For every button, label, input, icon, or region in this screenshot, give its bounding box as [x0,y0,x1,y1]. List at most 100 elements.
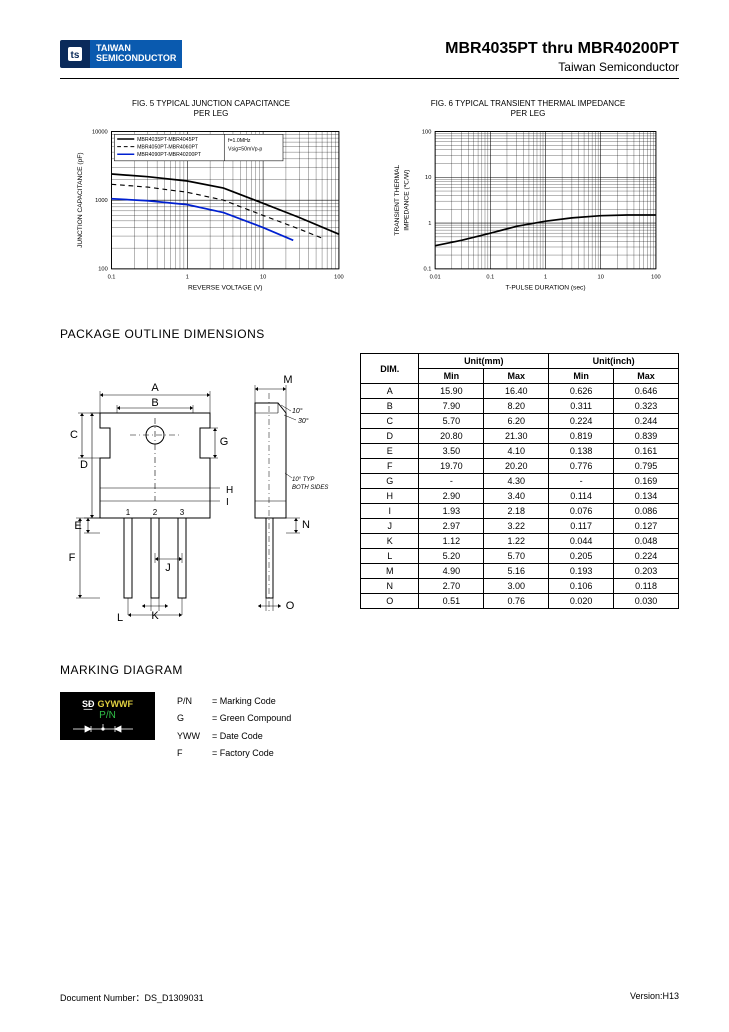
marking-block: S͟Ð GYWWF P/N [60,692,155,740]
svg-text:I: I [226,497,229,508]
dim-th-mm: Unit(mm) [419,354,549,369]
marking-sigil: S͟Ð [82,699,95,709]
table-cell: 0.224 [614,549,679,564]
table-cell: 20.80 [419,429,484,444]
marking-key: P/N [177,694,210,709]
logo-icon: ts [60,40,90,68]
table-cell: - [419,474,484,489]
company-logo: ts TAIWAN SEMICONDUCTOR [60,40,182,68]
table-cell: 3.40 [484,489,549,504]
table-cell: K [361,534,419,549]
table-cell: 2.97 [419,519,484,534]
svg-text:0.1: 0.1 [486,275,494,281]
table-cell: 1.12 [419,534,484,549]
table-cell: 3.22 [484,519,549,534]
dim-th-in-min: Min [549,369,614,384]
svg-text:G: G [220,436,229,448]
svg-text:1: 1 [126,508,131,517]
table-cell: 4.10 [484,444,549,459]
table-cell: 0.048 [614,534,679,549]
table-row: K1.121.220.0440.048 [361,534,679,549]
table-cell: 0.795 [614,459,679,474]
marking-legend-row: P/N= Marking Code [177,694,301,709]
svg-text:IMPEDANCE (℃/W): IMPEDANCE (℃/W) [404,170,411,231]
table-cell: 0.161 [614,444,679,459]
table-cell: M [361,564,419,579]
table-cell: 4.90 [419,564,484,579]
svg-text:REVERSE VOLTAGE (V): REVERSE VOLTAGE (V) [188,285,263,292]
svg-text:10000: 10000 [92,130,108,136]
svg-text:A: A [151,382,159,394]
table-cell: 5.70 [419,414,484,429]
table-cell: 2.18 [484,504,549,519]
table-cell: 15.90 [419,384,484,399]
marking-val: = Factory Code [212,746,301,761]
svg-text:C: C [70,429,78,441]
table-row: B7.908.200.3110.323 [361,399,679,414]
marking-legend-row: G= Green Compound [177,711,301,726]
table-cell: 1.22 [484,534,549,549]
table-cell: 0.819 [549,429,614,444]
page-footer: Document Number：DS_D1309031 Version:H13 [60,991,679,1004]
table-row: H2.903.400.1140.134 [361,489,679,504]
svg-text:TRANSIENT THERMAL: TRANSIENT THERMAL [394,165,401,236]
table-cell: 0.114 [549,489,614,504]
svg-text:10°: 10° [292,407,303,415]
chart1-title-line2: PER LEG [194,109,229,118]
table-cell: O [361,594,419,609]
table-cell: 0.311 [549,399,614,414]
svg-text:O: O [286,600,295,612]
table-cell: E [361,444,419,459]
svg-text:10: 10 [260,275,266,281]
svg-text:MBR4050PT-MBR4060PT: MBR4050PT-MBR4060PT [137,145,199,151]
marking-key: F [177,746,210,761]
chart2-svg: 0.010.11101000.1110100T-PULSE DURATION (… [377,122,679,302]
table-cell: 0.086 [614,504,679,519]
table-cell: - [549,474,614,489]
table-cell: 5.16 [484,564,549,579]
table-row: M4.905.160.1930.203 [361,564,679,579]
table-cell: 0.076 [549,504,614,519]
svg-text:10: 10 [598,275,604,281]
table-row: C5.706.200.2240.244 [361,414,679,429]
table-cell: 0.776 [549,459,614,474]
dim-th-in: Unit(inch) [549,354,679,369]
table-cell: 0.030 [614,594,679,609]
page-header: ts TAIWAN SEMICONDUCTOR MBR4035PT thru M… [60,40,679,79]
marking-key: G [177,711,210,726]
dim-th-mm-min: Min [419,369,484,384]
table-cell: 0.224 [549,414,614,429]
svg-text:30°: 30° [298,417,309,425]
table-cell: 0.044 [549,534,614,549]
svg-text:0.01: 0.01 [430,275,441,281]
svg-text:Vsig=50mVp-p: Vsig=50mVp-p [228,147,262,153]
table-cell: N [361,579,419,594]
table-cell: D [361,429,419,444]
page-title: MBR4035PT thru MBR40200PT [445,40,679,58]
marking-legend-row: YWW= Date Code [177,729,301,744]
svg-text:JUNCTION CAPACITANCE (pF): JUNCTION CAPACITANCE (pF) [77,153,84,248]
svg-text:2: 2 [153,508,158,517]
table-cell: 0.106 [549,579,614,594]
page-subtitle: Taiwan Semiconductor [445,60,679,74]
marking-key: YWW [177,729,210,744]
table-row: E3.504.100.1380.161 [361,444,679,459]
table-cell: F [361,459,419,474]
svg-text:10° TYP: 10° TYP [292,477,314,483]
table-cell: 5.20 [419,549,484,564]
svg-text:1: 1 [428,221,431,227]
table-cell: 0.203 [614,564,679,579]
logo-text-2: SEMICONDUCTOR [96,54,176,64]
table-row: L5.205.700.2050.224 [361,549,679,564]
marking-pn: P/N [99,710,116,721]
marking-val: = Green Compound [212,711,301,726]
dim-th-mm-max: Max [484,369,549,384]
svg-text:T-PULSE DURATION (sec): T-PULSE DURATION (sec) [505,285,585,292]
svg-text:1: 1 [186,275,189,281]
table-cell: H [361,489,419,504]
svg-text:ts: ts [71,50,80,61]
table-row: A15.9016.400.6260.646 [361,384,679,399]
svg-text:0.1: 0.1 [423,267,431,273]
chart1-svg: 0.1110100100100010000REVERSE VOLTAGE (V)… [60,122,362,302]
svg-text:N: N [302,519,310,531]
